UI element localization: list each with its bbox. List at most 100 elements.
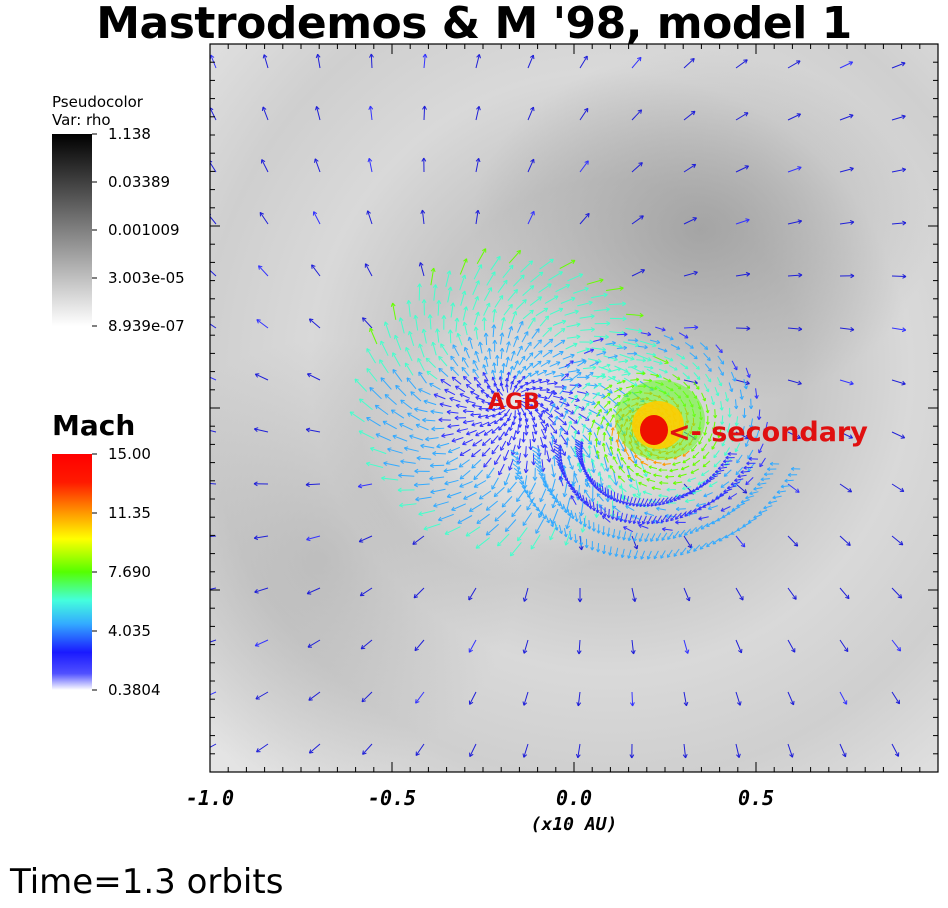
velocity-arrow <box>677 473 687 477</box>
velocity-arrow <box>584 489 591 499</box>
velocity-arrowhead <box>522 597 525 602</box>
velocity-arrowhead <box>539 387 543 391</box>
velocity-arrowhead <box>367 210 371 214</box>
velocity-arrowhead <box>482 371 487 375</box>
velocity-arrowhead <box>559 531 562 535</box>
velocity-arrow <box>623 526 634 533</box>
velocity-arrowhead <box>746 461 750 464</box>
velocity-arrow <box>570 484 576 494</box>
velocity-arrow <box>568 415 578 424</box>
velocity-arrowhead <box>253 535 258 539</box>
velocity-arrow <box>652 355 669 364</box>
velocity-arrow <box>610 446 614 455</box>
velocity-arrowhead <box>491 441 495 444</box>
velocity-arrow <box>577 360 587 367</box>
velocity-arrow <box>567 369 580 373</box>
velocity-arrow <box>651 515 657 525</box>
velocity-arrow <box>718 466 728 470</box>
velocity-arrow <box>567 420 572 431</box>
velocity-arrowhead <box>511 350 515 354</box>
velocity-arrow <box>568 455 571 466</box>
velocity-arrow <box>584 372 594 379</box>
velocity-arrowhead <box>472 442 475 447</box>
velocity-arrowhead <box>456 430 461 433</box>
velocity-arrow <box>654 498 661 507</box>
velocity-arrowhead <box>361 697 364 702</box>
velocity-arrow <box>368 158 373 173</box>
velocity-arrow <box>410 391 422 402</box>
velocity-arrow <box>494 510 507 522</box>
velocity-arrowhead <box>449 329 453 334</box>
velocity-arrow <box>757 482 767 485</box>
velocity-arrow <box>587 358 602 363</box>
velocity-arrow <box>750 398 752 409</box>
velocity-arrow <box>683 58 695 69</box>
velocity-arrowhead <box>596 514 600 518</box>
velocity-arrow <box>718 535 727 542</box>
velocity-arrowhead <box>369 387 372 392</box>
velocity-arrowhead <box>444 480 448 485</box>
velocity-arrowhead <box>358 430 362 435</box>
density-field <box>203 44 938 772</box>
velocity-arrow <box>399 423 414 431</box>
velocity-arrowhead <box>899 647 902 652</box>
velocity-arrowhead <box>701 472 704 476</box>
velocity-arrowhead <box>733 367 738 371</box>
velocity-arrowhead <box>475 280 480 284</box>
velocity-arrowhead <box>563 432 569 435</box>
x-tick-label: 0.5 <box>738 786 774 810</box>
velocity-arrowhead <box>478 341 481 346</box>
velocity-arrow <box>653 474 662 477</box>
velocity-arrow <box>554 339 566 348</box>
velocity-arrow <box>414 315 419 331</box>
velocity-arrow <box>734 442 741 453</box>
velocity-arrowhead <box>423 157 427 162</box>
velocity-arrowhead <box>691 344 694 349</box>
velocity-arrow <box>485 332 488 346</box>
velocity-arrow <box>534 461 542 468</box>
velocity-arrow <box>713 421 716 431</box>
velocity-arrowhead <box>623 526 626 531</box>
velocity-arrow <box>480 390 490 397</box>
velocity-arrowhead <box>515 311 518 316</box>
velocity-arrowhead <box>720 373 724 376</box>
velocity-arrow <box>612 456 618 465</box>
velocity-arrowhead <box>532 476 536 481</box>
velocity-arrow <box>682 450 690 457</box>
velocity-arrowhead <box>430 409 435 412</box>
velocity-arrowhead <box>591 507 595 512</box>
velocity-arrowhead <box>418 513 423 516</box>
velocity-arrow <box>515 472 523 480</box>
velocity-arrowhead <box>605 307 610 310</box>
velocity-arrowhead <box>535 328 540 331</box>
mach-colorbar <box>52 454 92 690</box>
velocity-arrow <box>580 536 582 546</box>
velocity-arrowhead <box>483 317 487 322</box>
velocity-arrowhead <box>550 389 555 393</box>
velocity-arrowhead <box>571 483 576 487</box>
velocity-arrowhead <box>588 300 593 303</box>
velocity-arrowhead <box>414 646 417 651</box>
velocity-arrowhead <box>203 695 205 698</box>
velocity-arrowhead <box>398 474 402 478</box>
velocity-arrow <box>596 493 604 502</box>
velocity-arrow <box>558 364 571 369</box>
velocity-arrow <box>708 481 718 488</box>
velocity-arrow <box>579 108 589 121</box>
velocity-arrowhead <box>584 424 587 428</box>
velocity-arrow <box>667 531 674 540</box>
velocity-arrow <box>684 528 692 536</box>
velocity-arrowhead <box>572 465 574 470</box>
velocity-arrowhead <box>463 321 468 326</box>
velocity-arrow <box>683 535 692 549</box>
velocity-arrowhead <box>517 335 519 341</box>
velocity-arrow <box>678 529 686 538</box>
velocity-arrowhead <box>693 509 696 513</box>
velocity-arrow <box>568 481 574 491</box>
velocity-arrow <box>483 302 491 316</box>
velocity-arrowhead <box>606 495 609 499</box>
velocity-arrow <box>522 285 535 296</box>
velocity-arrow <box>463 492 477 500</box>
velocity-arrowhead <box>593 468 596 473</box>
mach-tick-label: 11.35 <box>108 504 151 522</box>
